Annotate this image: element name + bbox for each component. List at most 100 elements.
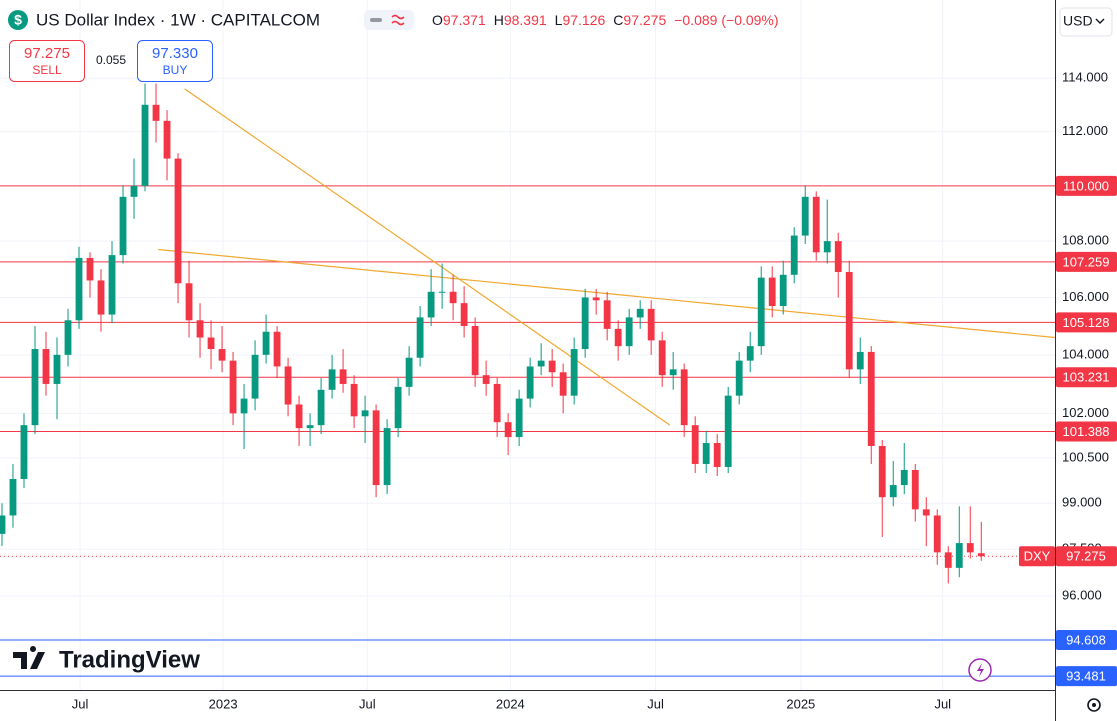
ohlc-key: L (555, 12, 563, 28)
candle-body (867, 351, 875, 446)
candle-body (20, 425, 28, 480)
sell-button[interactable] (9, 40, 85, 82)
candle-body (460, 303, 468, 327)
candle-body (955, 543, 963, 568)
y-tick-label: 114.000 (1062, 70, 1108, 85)
time-axis (0, 690, 1055, 721)
minus-icon (370, 18, 382, 22)
candle-body (592, 297, 600, 301)
buy-button[interactable] (137, 40, 213, 82)
price-axis (1055, 0, 1117, 721)
ohlc-value: 97.275 (623, 12, 666, 28)
logo-text: TradingView (59, 646, 200, 673)
candle-body (944, 552, 952, 568)
candle-body (856, 351, 864, 370)
candle-body (746, 346, 754, 361)
candle-body (889, 485, 897, 498)
candle-body (427, 291, 435, 318)
dropdown-icon (1095, 18, 1105, 24)
candle-body (174, 158, 182, 284)
candle-body (42, 349, 50, 384)
candle-body (284, 366, 292, 405)
level-label: 107.259 (1063, 254, 1110, 269)
y-tick-label: 99.000 (1062, 495, 1102, 510)
candle-body (669, 369, 677, 376)
ohlc-key: C (613, 12, 623, 28)
candle-body (372, 410, 380, 486)
candle-body (196, 320, 204, 338)
candle-body (207, 337, 215, 350)
x-tick-label: Jul (72, 696, 89, 711)
sell-label: SELL (32, 63, 62, 77)
candle-body (240, 398, 248, 414)
x-tick-label: 2023 (209, 696, 238, 711)
candle-body (141, 104, 149, 186)
candle-body (526, 366, 534, 399)
candle-body (768, 277, 776, 306)
candle-body (922, 509, 930, 516)
level-badge (1056, 367, 1117, 388)
symbol-badge (1019, 546, 1055, 567)
candle-body (218, 349, 226, 361)
price-badges: 110.000 107.259 105.128 103.231 101.388 94.60… (1019, 175, 1117, 687)
candle-body (977, 553, 985, 557)
x-tick-label: 2024 (496, 696, 525, 711)
level-badge (1056, 175, 1117, 196)
last-price-label: 97.275 (1066, 549, 1106, 564)
y-tick-label: 102.000 (1062, 405, 1109, 420)
candle-body (680, 369, 688, 426)
level-label: 94.608 (1066, 632, 1106, 647)
ohlc: O97.371 H98.391 L97.126 C97.275 −0.089 (−0.0… (432, 12, 779, 28)
candle-body (163, 120, 171, 159)
candle-body (86, 257, 94, 281)
candle-body (548, 360, 556, 373)
symbol-label: DXY (1024, 549, 1051, 564)
candle-body (614, 328, 622, 347)
candle-body (493, 383, 501, 423)
settings-icon[interactable] (1087, 698, 1101, 712)
wave-icon (391, 14, 405, 26)
candle-body (845, 271, 853, 370)
candle-body (405, 357, 413, 387)
ohlc-value: 98.391 (504, 12, 547, 28)
candle-body (262, 331, 270, 355)
candle-body (119, 196, 127, 256)
y-tick-label: 100.500 (1062, 449, 1109, 464)
candle-body (295, 404, 303, 429)
candle-body (735, 360, 743, 396)
candle-body (130, 185, 138, 197)
level-label: 103.231 (1063, 370, 1110, 385)
x-tick-label: Jul (359, 696, 376, 711)
sell-price: 97.275 (24, 45, 70, 62)
symbol-icon-text: $ (14, 12, 22, 28)
candles (0, 83, 985, 584)
trendline (184, 88, 671, 426)
currency-button[interactable] (1059, 7, 1113, 37)
candle-body (108, 255, 116, 315)
candle-body (328, 369, 336, 390)
candle-body (64, 320, 72, 355)
candle-body (966, 543, 974, 553)
level-label: 101.388 (1063, 424, 1110, 439)
x-tick-label: Jul (934, 696, 951, 711)
candle-body (537, 360, 545, 367)
candle-body (724, 395, 732, 467)
candle-body (383, 428, 391, 486)
buy-label: BUY (163, 63, 188, 77)
bolt (977, 663, 984, 677)
candle-body (878, 445, 886, 498)
candle-body (471, 326, 479, 376)
ohlc-key: H (494, 12, 504, 28)
candle-body (416, 317, 424, 358)
level-label: 105.128 (1063, 315, 1110, 330)
candle-body (658, 340, 666, 376)
logo-mark (13, 645, 45, 669)
candle-body (75, 257, 83, 321)
candle-body (779, 274, 787, 306)
candle-body (504, 422, 512, 438)
candle-body (801, 196, 809, 236)
candle-body (702, 443, 710, 464)
candle-body (9, 479, 17, 516)
level-badge (1056, 421, 1117, 442)
